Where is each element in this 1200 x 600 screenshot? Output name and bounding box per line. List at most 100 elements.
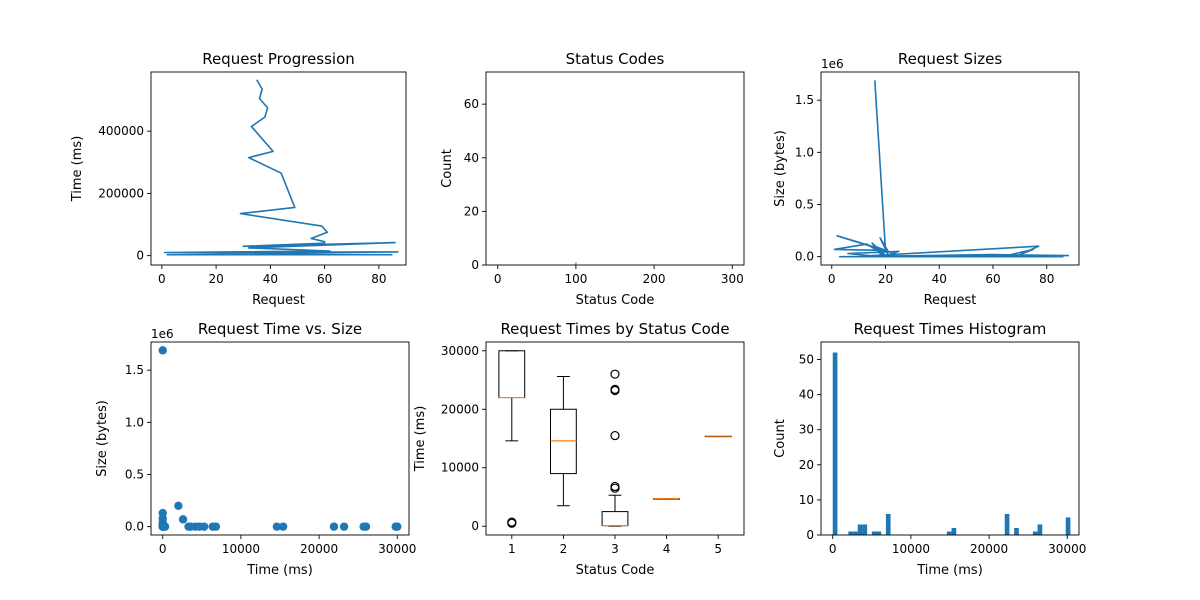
- histogram-bar: [833, 353, 838, 535]
- box-body: [602, 512, 628, 526]
- histogram-bar: [853, 531, 858, 535]
- box-4: [654, 499, 680, 500]
- y-tick-label: 0.0: [125, 520, 144, 534]
- scatter-point: [212, 522, 220, 530]
- axes-frame: [151, 72, 406, 265]
- x-axis-label: Request: [924, 293, 977, 308]
- y-tick-label: 0.5: [795, 197, 814, 211]
- series-line: [165, 80, 398, 255]
- histogram-bar: [858, 524, 863, 535]
- y-tick-label: 20: [799, 458, 814, 472]
- y-tick-label: 1.5: [125, 363, 144, 377]
- histogram-bar: [1014, 528, 1019, 535]
- scatter-point: [393, 522, 401, 530]
- chart-title: Request Times Histogram: [854, 320, 1047, 338]
- histogram-bar: [886, 514, 891, 535]
- axes-frame: [151, 342, 409, 535]
- x-tick-label: 20000: [970, 542, 1008, 556]
- scatter-point: [279, 522, 287, 530]
- chart-panel-4: Request Time vs. Size01000020000300000.0…: [95, 320, 416, 578]
- y-axis-label: Size (bytes): [773, 130, 788, 207]
- x-tick-label: 100: [564, 272, 587, 286]
- chart-panel-2: Status Codes 0 100 200 300 0 20 40 60 Status Code…: [440, 50, 744, 308]
- box-body: [499, 351, 525, 398]
- x-tick-label: 0: [494, 272, 502, 286]
- x-tick-label: 0: [159, 542, 167, 556]
- histogram-bar: [1005, 514, 1010, 535]
- chart-title: Request Progression: [202, 50, 355, 68]
- chart-panel-6: Request Times Histogram01000020000300000…: [773, 320, 1086, 578]
- box-1: [499, 351, 525, 528]
- series-line: [834, 80, 1068, 256]
- x-tick-label: 0: [828, 272, 836, 286]
- scatter-point: [330, 522, 338, 530]
- y-tick-label: 60: [464, 97, 479, 111]
- y-tick-label: 20: [464, 204, 479, 218]
- histogram-bar: [947, 531, 952, 535]
- x-tick-label: 10000: [222, 542, 260, 556]
- y-axis-label: Count: [773, 419, 788, 458]
- x-tick-label: 200: [643, 272, 666, 286]
- scatter-point: [179, 515, 187, 523]
- box-outlier: [611, 432, 619, 440]
- y-scale-label: 1e6: [821, 57, 844, 71]
- x-tick-label: 60: [985, 272, 1000, 286]
- chart-panel-3: Request Sizes0204060800.00.51.01.51e6Req…: [773, 50, 1079, 308]
- y-tick-label: 0.0: [795, 250, 814, 264]
- y-tick-label: 0.5: [125, 467, 144, 481]
- y-tick-label: 400000: [98, 124, 144, 138]
- histogram-bar: [872, 531, 877, 535]
- x-tick-label: 300: [721, 272, 744, 286]
- y-tick-label: 20000: [441, 402, 479, 416]
- axes-frame: [821, 72, 1079, 265]
- box-5: [705, 436, 731, 437]
- histogram-bar: [1066, 517, 1071, 535]
- x-tick-label: 40: [932, 272, 947, 286]
- y-tick-label: 40: [799, 388, 814, 402]
- x-tick-label: 80: [371, 272, 386, 286]
- y-tick-label: 0: [471, 519, 479, 533]
- x-tick-label: 30000: [378, 542, 416, 556]
- y-axis-label: Count: [440, 149, 455, 188]
- y-tick-label: 50: [799, 353, 814, 367]
- x-tick-label: 1: [508, 542, 516, 556]
- histogram-bar: [1038, 524, 1043, 535]
- x-tick-label: 80: [1039, 272, 1054, 286]
- chart-title: Status Codes: [566, 50, 665, 68]
- x-axis-label: Status Code: [576, 563, 655, 578]
- x-tick-label: 3: [611, 542, 619, 556]
- x-axis-label: Request: [252, 293, 305, 308]
- y-tick-label: 1.0: [795, 145, 814, 159]
- x-tick-label: 60: [317, 272, 332, 286]
- y-tick-label: 1.0: [125, 415, 144, 429]
- chart-panel-5: Request Times by Status Code123450100002…: [413, 320, 744, 578]
- x-axis-label: Time (ms): [916, 563, 983, 578]
- y-tick-label: 10: [799, 493, 814, 507]
- y-tick-label: 200000: [98, 186, 144, 200]
- y-scale-label: 1e6: [151, 327, 174, 341]
- scatter-point: [174, 502, 182, 510]
- y-tick-label: 1.5: [795, 93, 814, 107]
- scatter-point: [362, 522, 370, 530]
- y-tick-label: 0: [136, 249, 144, 263]
- chart-panel-1: Request Progression020406080020000040000…: [70, 50, 406, 308]
- y-tick-label: 30000: [441, 344, 479, 358]
- x-tick-label: 5: [714, 542, 722, 556]
- x-axis-label: Time (ms): [246, 563, 313, 578]
- x-tick-label: 20: [208, 272, 223, 286]
- x-axis-label: Status Code: [576, 293, 655, 308]
- x-tick-label: 10000: [892, 542, 930, 556]
- scatter-point: [161, 522, 169, 530]
- histogram-bar: [877, 531, 882, 535]
- x-tick-label: 0: [829, 542, 837, 556]
- scatter-point: [159, 346, 167, 354]
- y-tick-label: 10000: [441, 461, 479, 475]
- y-axis-label: Size (bytes): [95, 400, 110, 477]
- y-tick-label: 0: [471, 258, 479, 272]
- x-tick-label: 0: [158, 272, 166, 286]
- scatter-point: [200, 522, 208, 530]
- x-tick-label: 2: [560, 542, 568, 556]
- y-tick-label: 40: [464, 151, 479, 165]
- box-outlier: [611, 370, 619, 378]
- y-axis-label: Time (ms): [70, 136, 85, 203]
